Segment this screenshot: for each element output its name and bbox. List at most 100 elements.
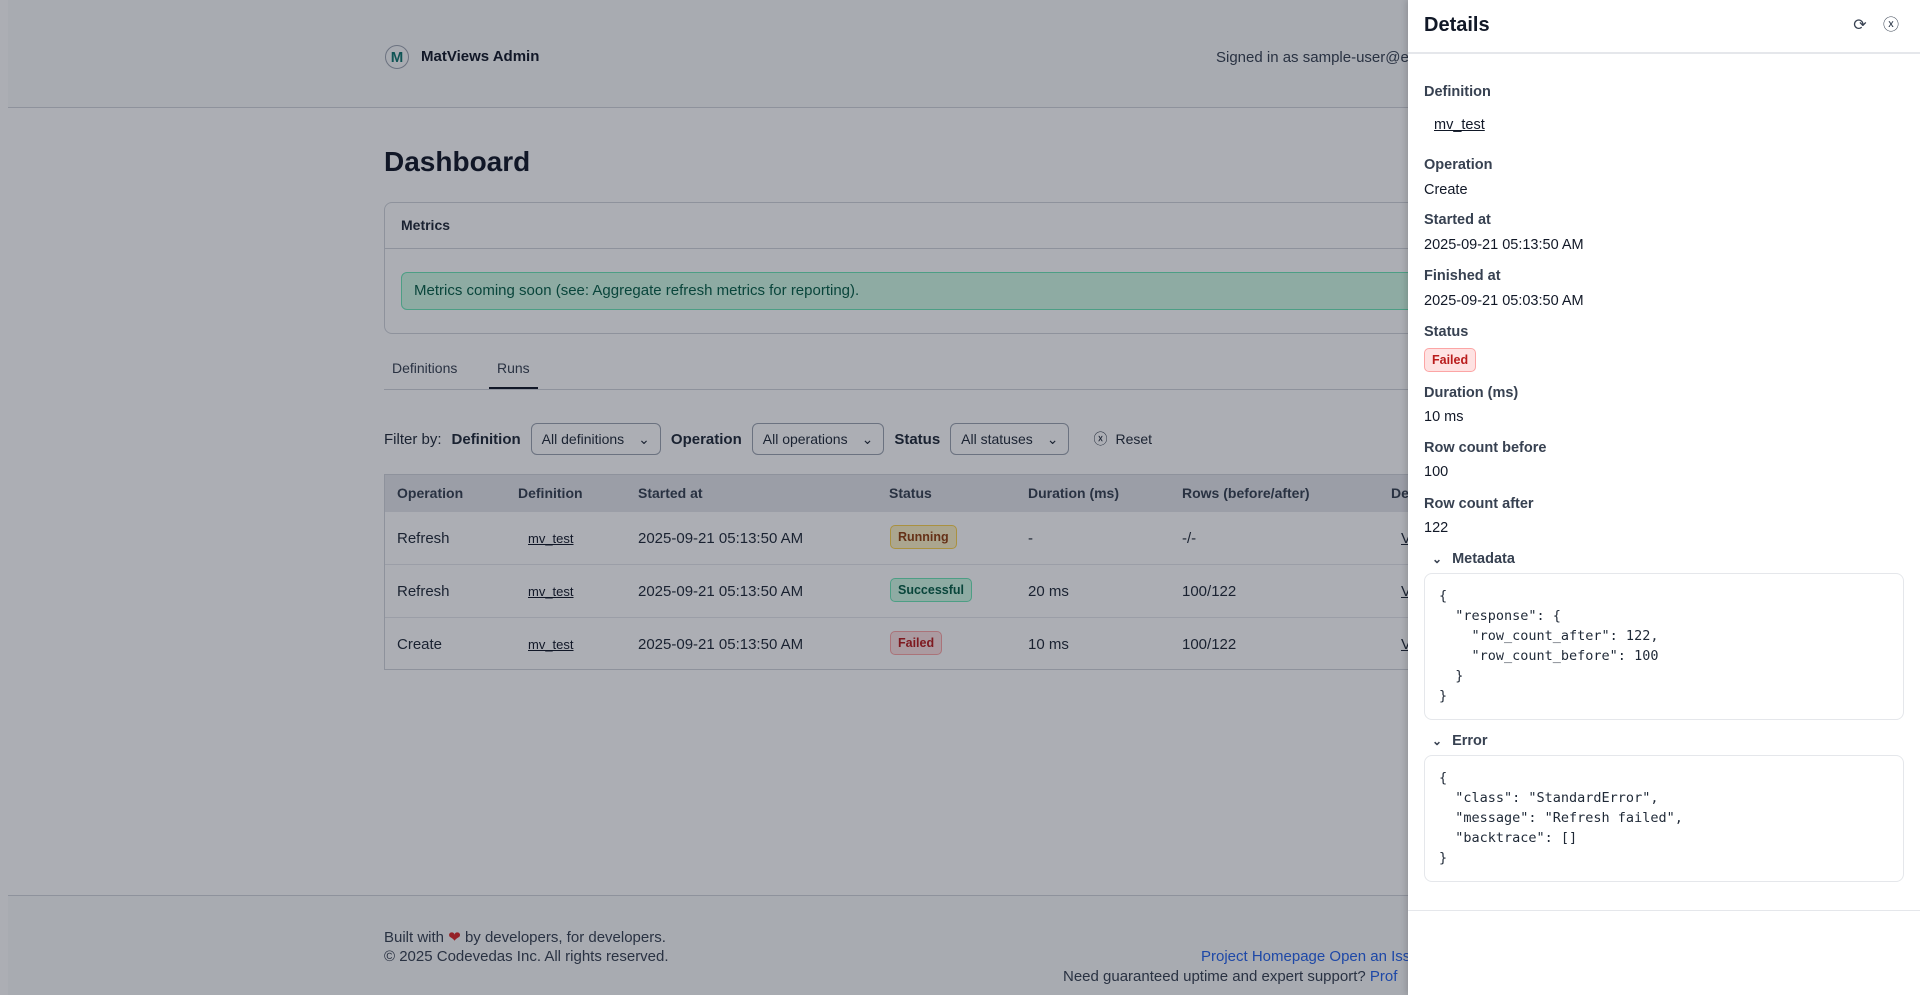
chevron-down-icon: ⌄ (1046, 430, 1059, 447)
status-select[interactable]: All statuses ⌄ (950, 423, 1070, 455)
table-row[interactable]: Refresh mv_test 2025-09-21 05:13:50 AM R… (385, 511, 1483, 564)
pro-support-link[interactable]: Prof (1369, 968, 1398, 985)
status-filter-label: Status (894, 430, 941, 448)
status-badge: Running (890, 525, 957, 549)
view-link[interactable]: V (1401, 636, 1412, 653)
close-circle-icon: ⓧ (1093, 431, 1108, 447)
signed-in-text: Signed in as sample-user@e (1216, 49, 1409, 66)
definition-link[interactable]: mv_test (528, 584, 574, 599)
cell-started-at: 2025-09-21 05:13:50 AM (638, 530, 804, 547)
built-pre: Built with (384, 929, 445, 946)
heart-icon: ❤ (448, 929, 461, 946)
support-text: Need guaranteed uptime and expert suppor… (1063, 968, 1397, 985)
tab-definitions[interactable]: Definitions (392, 360, 458, 376)
modal-overlay[interactable] (0, 0, 1408, 995)
details-panel: Details ⟳ ⓧ Definition mv_test Operation… (1408, 0, 1920, 995)
built-with-text: Built with ❤ by developers, for develope… (384, 928, 666, 946)
finished-value: 2025-09-21 05:03:50 AM (1424, 293, 1584, 309)
operation-value: Create (1424, 182, 1468, 198)
col-definition: Definition (518, 485, 583, 501)
chevron-down-icon: ⌄ (861, 430, 874, 447)
error-json: { "class": "StandardError", "message": "… (1424, 755, 1904, 882)
cell-duration: - (1028, 530, 1033, 547)
details-header: Details ⟳ ⓧ (1408, 0, 1920, 54)
col-status: Status (889, 485, 932, 501)
cell-started-at: 2025-09-21 05:13:50 AM (638, 636, 804, 653)
cell-operation: Refresh (397, 530, 450, 547)
status-badge: Successful (890, 578, 973, 602)
table-header: Operation Definition Started at Status D… (385, 475, 1483, 511)
close-icon[interactable]: ⓧ (1882, 17, 1899, 34)
definition-link[interactable]: mv_test (528, 637, 574, 652)
col-operation: Operation (397, 485, 464, 501)
status-select-value: All statuses (961, 431, 1033, 447)
chevron-down-icon: ⌄ (638, 430, 650, 447)
cell-started-at: 2025-09-21 05:13:50 AM (638, 583, 804, 600)
runs-table: Operation Definition Started at Status D… (384, 474, 1484, 670)
definition-link[interactable]: mv_test (1434, 117, 1485, 133)
started-value: 2025-09-21 05:13:50 AM (1424, 237, 1584, 253)
status-badge: Failed (890, 631, 943, 655)
row-count-after-value: 122 (1424, 520, 1449, 536)
cell-rows: -/- (1182, 530, 1197, 547)
col-started-at: Started at (638, 485, 703, 501)
metadata-json: { "response": { "row_count_after": 122, … (1424, 573, 1904, 720)
col-details: De (1391, 485, 1409, 501)
divider (385, 248, 1483, 249)
table-row[interactable]: Refresh mv_test 2025-09-21 05:13:50 AM S… (385, 564, 1483, 617)
col-duration: Duration (ms) (1028, 485, 1119, 501)
footer-links: Project Homepage Open an Iss (1201, 948, 1410, 965)
open-issue-link[interactable]: Open an Iss (1329, 948, 1411, 965)
logo-icon: M (385, 45, 409, 69)
cell-operation: Refresh (397, 583, 450, 600)
filter-bar: Filter by: Definition All definitions ⌄ O… (384, 423, 1152, 455)
definition-link[interactable]: mv_test (528, 531, 574, 546)
filter-label: Filter by: (384, 430, 442, 448)
metadata-toggle[interactable]: ⌄ Metadata (1432, 551, 1515, 567)
reset-label: Reset (1115, 431, 1153, 447)
refresh-icon[interactable]: ⟳ (1853, 17, 1867, 34)
cell-duration: 20 ms (1028, 583, 1069, 600)
definition-label: Definition (1424, 84, 1491, 100)
error-label: Error (1452, 733, 1488, 749)
tab-runs[interactable]: Runs (489, 360, 538, 389)
divider (1408, 910, 1920, 911)
cell-rows: 100/122 (1182, 583, 1237, 600)
chevron-down-icon: ⌄ (1432, 734, 1443, 748)
operation-select[interactable]: All operations ⌄ (751, 423, 885, 455)
project-homepage-link[interactable]: Project Homepage (1201, 948, 1326, 965)
metadata-label: Metadata (1452, 551, 1515, 567)
error-toggle[interactable]: ⌄ Error (1432, 733, 1488, 749)
built-post: by developers, for developers. (464, 929, 666, 946)
cell-operation: Create (397, 636, 443, 653)
definition-select-value: All definitions (541, 431, 625, 447)
started-label: Started at (1424, 212, 1491, 228)
details-title: Details (1424, 14, 1490, 36)
definition-filter-label: Definition (451, 430, 521, 448)
cell-duration: 10 ms (1028, 636, 1069, 653)
view-link[interactable]: V (1401, 530, 1412, 547)
operation-filter-label: Operation (670, 430, 742, 448)
finished-label: Finished at (1424, 268, 1501, 284)
col-rows: Rows (before/after) (1182, 485, 1310, 501)
operation-select-value: All operations (762, 431, 848, 447)
row-count-after-label: Row count after (1424, 496, 1534, 512)
row-count-before-value: 100 (1424, 464, 1449, 480)
status-badge: Failed (1424, 348, 1477, 372)
cell-rows: 100/122 (1182, 636, 1237, 653)
metrics-alert: Metrics coming soon (see: Aggregate refr… (401, 272, 1501, 310)
chevron-down-icon: ⌄ (1432, 552, 1443, 566)
metrics-card: Metrics Metrics coming soon (see: Aggreg… (384, 202, 1501, 334)
reset-button[interactable]: ⓧ Reset (1093, 429, 1152, 449)
status-label: Status (1424, 324, 1469, 340)
view-link[interactable]: V (1401, 583, 1412, 600)
page-title: Dashboard (384, 146, 531, 177)
row-count-before-label: Row count before (1424, 440, 1547, 456)
support-label: Need guaranteed uptime and expert suppor… (1063, 968, 1366, 985)
table-row[interactable]: Create mv_test 2025-09-21 05:13:50 AM Fa… (385, 617, 1483, 669)
brand-name[interactable]: MatViews Admin (421, 48, 540, 65)
operation-label: Operation (1424, 157, 1493, 173)
duration-value: 10 ms (1424, 409, 1464, 425)
logo-letter: M (390, 48, 404, 66)
definition-select[interactable]: All definitions ⌄ (530, 423, 661, 455)
